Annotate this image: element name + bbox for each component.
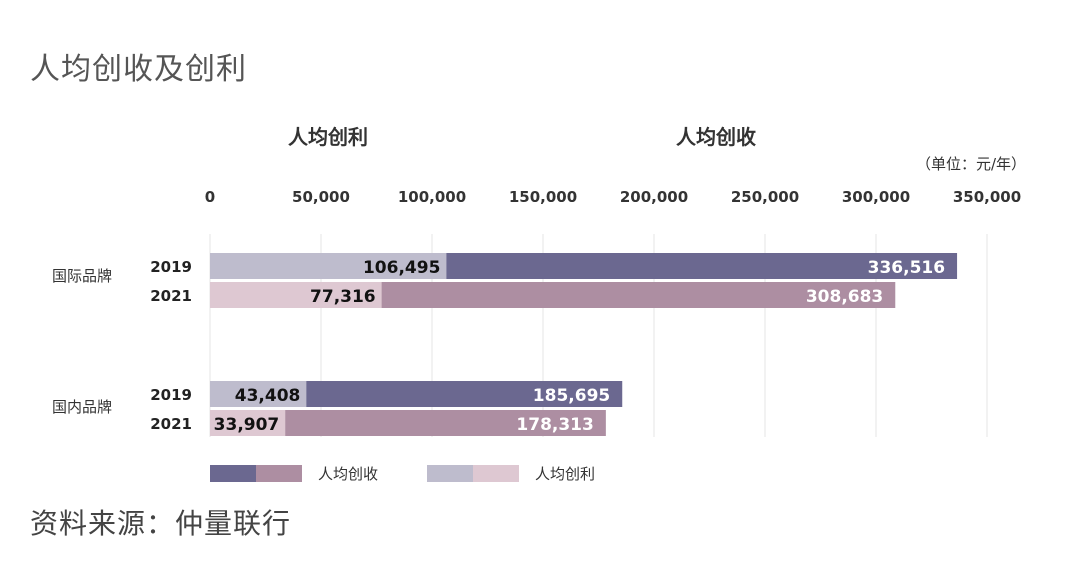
data-label-profit: 77,316 (310, 287, 376, 307)
chart-labels: 人均创利 人均创收 （单位：元/年） 0 50,000 100,000 150,000… (52, 125, 1026, 435)
x-tick-label: 100,000 (398, 188, 466, 206)
data-label-profit: 43,408 (235, 386, 301, 406)
data-label-revenue: 308,683 (806, 287, 883, 307)
x-tick-label: 250,000 (731, 188, 799, 206)
x-tick-label: 50,000 (292, 188, 350, 206)
source-note: 资料来源：仲量联行 (30, 507, 292, 540)
legend: 人均创收 人均创利 (210, 465, 595, 483)
data-label-revenue: 336,516 (868, 258, 945, 278)
legend-label: 人均创利 (535, 465, 595, 483)
bar-profit (210, 381, 307, 407)
x-tick-label: 200,000 (620, 188, 688, 206)
unit-label: （单位：元/年） (916, 155, 1026, 173)
legend-swatch (473, 465, 519, 482)
bar-profit (210, 410, 286, 436)
x-tick-label: 300,000 (842, 188, 910, 206)
bars (210, 253, 958, 436)
category-label: 国内品牌 (52, 398, 112, 416)
bar-profit (210, 253, 447, 279)
category-label: 国际品牌 (52, 267, 112, 285)
bar-profit (210, 282, 382, 308)
year-label: 2021 (150, 287, 192, 305)
legend-swatch (210, 465, 256, 482)
year-label: 2019 (150, 258, 192, 276)
data-label-profit: 33,907 (214, 415, 280, 435)
page-title: 人均创收及创利 (30, 52, 247, 87)
data-label-revenue: 185,695 (533, 386, 610, 406)
x-tick-label: 350,000 (953, 188, 1021, 206)
year-label: 2019 (150, 386, 192, 404)
legend-swatch (427, 465, 473, 482)
year-label: 2021 (150, 415, 192, 433)
header-revenue: 人均创收 (676, 125, 756, 149)
x-tick-label: 0 (205, 188, 215, 206)
x-tick-label: 150,000 (509, 188, 577, 206)
data-label-revenue: 178,313 (516, 415, 593, 435)
data-label-profit: 106,495 (363, 258, 440, 278)
header-profit: 人均创利 (288, 125, 368, 149)
legend-label: 人均创收 (318, 465, 378, 483)
legend-swatch (256, 465, 302, 482)
